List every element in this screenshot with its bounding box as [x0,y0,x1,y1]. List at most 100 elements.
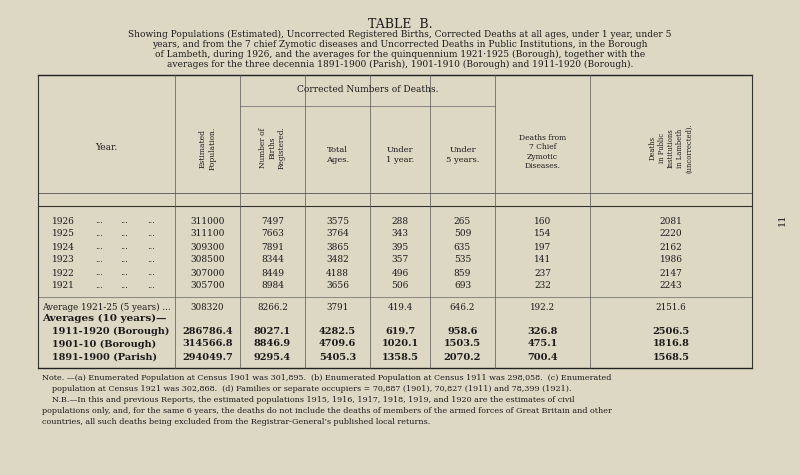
Text: 265: 265 [454,217,471,226]
Text: ...: ... [120,217,128,225]
Text: 141: 141 [534,256,551,265]
Text: 2506.5: 2506.5 [652,326,690,335]
Text: 9295.4: 9295.4 [254,352,291,361]
Text: 7497: 7497 [261,217,284,226]
Text: Under
5 years.: Under 5 years. [446,146,479,163]
Text: Note. —(a) Enumerated Population at Census 1901 was 301,895.  (b) Enumerated Pop: Note. —(a) Enumerated Population at Cens… [42,374,611,382]
Text: ...: ... [120,230,128,238]
Text: ...: ... [95,217,103,225]
Text: 3575: 3575 [326,217,349,226]
Text: 1924: 1924 [52,243,75,251]
Text: 311000: 311000 [190,217,225,226]
Text: 1901-10 (Borough): 1901-10 (Borough) [52,340,156,349]
Text: 958.6: 958.6 [447,326,478,335]
Text: Under
1 year.: Under 1 year. [386,146,414,163]
Text: ...: ... [120,243,128,251]
Text: ...: ... [147,256,155,264]
Text: Year.: Year. [95,143,118,152]
Text: Deaths
in Public
Institutions
in Lambeth
(uncorrected).: Deaths in Public Institutions in Lambeth… [649,123,694,173]
Text: 237: 237 [534,268,551,277]
Text: ...: ... [147,282,155,290]
Text: ...: ... [147,217,155,225]
Text: 2220: 2220 [660,229,682,238]
Text: 496: 496 [391,268,409,277]
Text: 2147: 2147 [659,268,682,277]
Text: ...: ... [120,269,128,277]
Text: 506: 506 [391,282,409,291]
Text: 192.2: 192.2 [530,303,555,312]
Text: 305700: 305700 [190,282,225,291]
Text: ...: ... [147,230,155,238]
Text: 635: 635 [454,243,471,251]
Text: 2151.6: 2151.6 [656,303,686,312]
Text: 700.4: 700.4 [527,352,558,361]
Text: ...: ... [95,282,103,290]
Text: 395: 395 [391,243,409,251]
Text: 1020.1: 1020.1 [382,340,418,349]
Text: 309300: 309300 [190,243,225,251]
Text: 8984: 8984 [261,282,284,291]
Text: 1986: 1986 [659,256,682,265]
Text: ...: ... [147,243,155,251]
Text: Showing Populations (Estimated), Uncorrected Registered Births, Corrected Deaths: Showing Populations (Estimated), Uncorre… [128,30,672,39]
Text: 7663: 7663 [261,229,284,238]
Text: Corrected Numbers of Deaths.: Corrected Numbers of Deaths. [297,86,438,95]
Text: 419.4: 419.4 [387,303,413,312]
Text: 1503.5: 1503.5 [444,340,481,349]
Text: Deaths from
7 Chief
Zymotic
Diseases.: Deaths from 7 Chief Zymotic Diseases. [519,134,566,170]
Text: 357: 357 [391,256,409,265]
Text: population at Census 1921 was 302,868.  (d) Families or separate occupiers = 70,: population at Census 1921 was 302,868. (… [42,385,571,393]
Text: Estimated
Population.: Estimated Population. [199,126,216,170]
Text: 619.7: 619.7 [385,326,415,335]
Text: ...: ... [120,256,128,264]
Text: averages for the three decennia 1891-1900 (Parish), 1901-1910 (Borough) and 1911: averages for the three decennia 1891-190… [167,60,633,69]
Text: ...: ... [147,269,155,277]
Text: ...: ... [95,256,103,264]
Text: 1923: 1923 [52,256,74,265]
Text: 308500: 308500 [190,256,225,265]
Text: TABLE  B.: TABLE B. [368,18,432,31]
Text: 197: 197 [534,243,551,251]
Text: 1816.8: 1816.8 [653,340,690,349]
Text: 3764: 3764 [326,229,349,238]
Text: 475.1: 475.1 [527,340,558,349]
Text: 8266.2: 8266.2 [257,303,288,312]
Text: 509: 509 [454,229,471,238]
Text: 8344: 8344 [261,256,284,265]
Text: 646.2: 646.2 [450,303,475,312]
Text: 1891-1900 (Parish): 1891-1900 (Parish) [52,352,157,361]
Text: 8027.1: 8027.1 [254,326,291,335]
Text: 8449: 8449 [261,268,284,277]
Text: 154: 154 [534,229,551,238]
Text: 1358.5: 1358.5 [382,352,418,361]
Text: 1926: 1926 [52,217,75,226]
Text: 1911-1920 (Borough): 1911-1920 (Borough) [52,326,170,335]
Text: Average 1921-25 (5 years) ...: Average 1921-25 (5 years) ... [42,303,170,312]
Text: 1925: 1925 [52,229,75,238]
Text: 3791: 3791 [326,303,349,312]
Text: 160: 160 [534,217,551,226]
Text: years, and from the 7 chief Zymotic diseases and Uncorrected Deaths in Public In: years, and from the 7 chief Zymotic dise… [152,40,648,49]
Text: 1922: 1922 [52,268,74,277]
Text: 288: 288 [391,217,409,226]
Text: 2162: 2162 [660,243,682,251]
Text: 3482: 3482 [326,256,349,265]
Text: 859: 859 [454,268,471,277]
Text: 2070.2: 2070.2 [444,352,481,361]
Text: 11: 11 [778,214,786,226]
Text: 5405.3: 5405.3 [319,352,356,361]
Text: 286786.4: 286786.4 [182,326,233,335]
Text: Total
Ages.: Total Ages. [326,146,349,163]
Text: 4282.5: 4282.5 [319,326,356,335]
Text: ...: ... [95,230,103,238]
Text: 294049.7: 294049.7 [182,352,233,361]
Text: 307000: 307000 [190,268,225,277]
Text: 1921: 1921 [52,282,75,291]
Text: 4188: 4188 [326,268,349,277]
Text: Number of
Births
Registered.: Number of Births Registered. [259,126,286,170]
Text: 314566.8: 314566.8 [182,340,233,349]
Text: 4709.6: 4709.6 [319,340,356,349]
Text: 232: 232 [534,282,551,291]
Text: 311100: 311100 [190,229,225,238]
Text: 2081: 2081 [659,217,682,226]
